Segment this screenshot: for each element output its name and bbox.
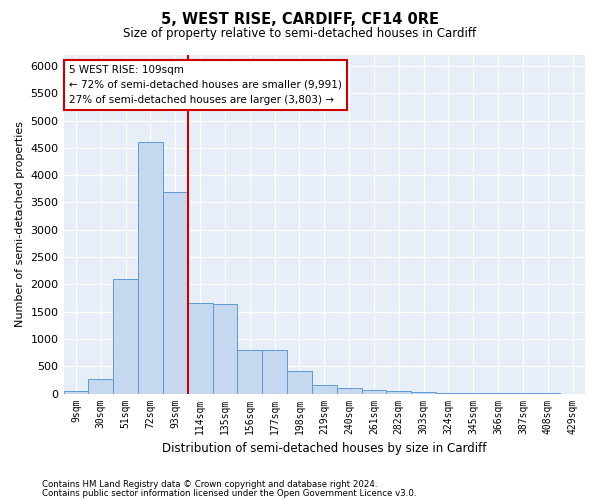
Y-axis label: Number of semi-detached properties: Number of semi-detached properties — [15, 122, 25, 328]
Bar — [163, 192, 188, 394]
Text: 5 WEST RISE: 109sqm
← 72% of semi-detached houses are smaller (9,991)
27% of sem: 5 WEST RISE: 109sqm ← 72% of semi-detach… — [69, 65, 341, 105]
Bar — [312, 385, 337, 394]
Bar — [436, 392, 461, 394]
Bar — [461, 393, 485, 394]
Text: Contains public sector information licensed under the Open Government Licence v3: Contains public sector information licen… — [42, 489, 416, 498]
Bar — [188, 304, 212, 394]
X-axis label: Distribution of semi-detached houses by size in Cardiff: Distribution of semi-detached houses by … — [162, 442, 487, 455]
Bar — [411, 392, 436, 394]
Bar — [238, 350, 262, 394]
Text: Contains HM Land Registry data © Crown copyright and database right 2024.: Contains HM Land Registry data © Crown c… — [42, 480, 377, 489]
Bar — [362, 390, 386, 394]
Bar — [113, 279, 138, 394]
Bar — [64, 391, 88, 394]
Text: Size of property relative to semi-detached houses in Cardiff: Size of property relative to semi-detach… — [124, 28, 476, 40]
Bar — [386, 392, 411, 394]
Bar — [138, 142, 163, 394]
Bar — [212, 304, 238, 394]
Text: 5, WEST RISE, CARDIFF, CF14 0RE: 5, WEST RISE, CARDIFF, CF14 0RE — [161, 12, 439, 28]
Bar — [262, 350, 287, 394]
Bar — [88, 380, 113, 394]
Bar — [287, 370, 312, 394]
Bar — [337, 388, 362, 394]
